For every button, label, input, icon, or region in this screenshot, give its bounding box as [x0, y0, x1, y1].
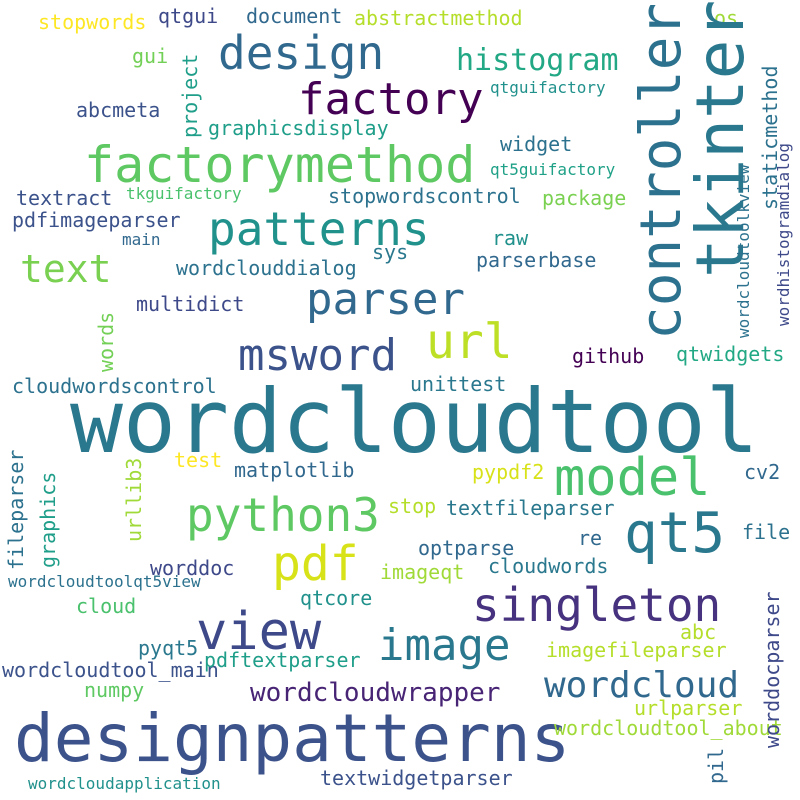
word-gui: gui — [132, 44, 169, 68]
word-view: view — [196, 602, 322, 662]
word-os: os — [714, 6, 739, 30]
word-wordcloudtool_about: wordcloudtool_about — [554, 716, 783, 740]
word-designpatterns: designpatterns — [14, 700, 571, 777]
word-text: text — [20, 247, 112, 291]
word-design: design — [218, 26, 385, 80]
word-patterns: patterns — [208, 202, 430, 256]
word-factory: factory — [298, 74, 484, 125]
word-stop: stop — [388, 494, 437, 518]
word-raw: raw — [492, 226, 529, 250]
word-textfileparser: textfileparser — [446, 496, 615, 520]
word-numpy: numpy — [84, 678, 145, 702]
word-package: package — [542, 186, 627, 210]
word-wordcloudtoolkview: wordcloudtoolkview — [734, 164, 753, 338]
word-imagefileparser: imagefileparser — [546, 638, 727, 662]
word-qt5guifactory: qt5guifactory — [490, 160, 616, 179]
word-url: url — [426, 314, 513, 370]
word-pil: pil — [704, 747, 728, 784]
word-qtgui: qtgui — [158, 4, 219, 28]
word-abstractmethod: abstractmethod — [354, 6, 523, 30]
word-cloudwordscontrol: cloudwordscontrol — [12, 374, 217, 398]
word-file: file — [742, 520, 791, 544]
word-pypdf2: pypdf2 — [472, 460, 545, 484]
word-singleton: singleton — [472, 578, 722, 632]
word-imageqt: imageqt — [380, 560, 465, 584]
word-urllib3: urllib3 — [122, 457, 146, 542]
word-textwidgetparser: textwidgetparser — [320, 766, 513, 790]
word-qtcore: qtcore — [300, 586, 373, 610]
word-wordcloud: wordcloud — [544, 665, 740, 706]
word-multidict: multidict — [136, 292, 245, 316]
word-qtwidgets: qtwidgets — [676, 342, 785, 366]
word-github: github — [572, 344, 645, 368]
word-model: model — [554, 448, 711, 508]
word-pyqt5: pyqt5 — [138, 636, 199, 660]
word-optparse: optparse — [418, 536, 515, 560]
word-fileparser: fileparser — [4, 449, 28, 570]
word-cloudwords: cloudwords — [488, 554, 609, 578]
word-wordhistogramdialog: wordhistogramdialog — [774, 142, 793, 326]
word-qt5: qt5 — [624, 501, 726, 566]
word-tkguifactory: tkguifactory — [126, 184, 242, 203]
word-stopwords: stopwords — [38, 10, 147, 34]
word-abcmeta: abcmeta — [76, 98, 161, 122]
word-graphics: graphics — [36, 471, 60, 568]
word-qtguifactory: qtguifactory — [490, 78, 606, 97]
word-parserbase: parserbase — [476, 248, 597, 272]
word-sys: sys — [372, 240, 409, 264]
word-words: words — [94, 311, 118, 372]
word-wordcloudwrapper: wordcloudwrapper — [250, 678, 501, 708]
word-image: image — [378, 620, 511, 671]
word-histogram: histogram — [456, 43, 619, 78]
word-wordcloudtool_main: wordcloudtool_main — [2, 658, 219, 682]
word-worddoc: worddoc — [150, 556, 235, 580]
word-urlparser: urlparser — [634, 696, 743, 720]
word-factorymethod: factorymethod — [84, 136, 476, 194]
word-worddocparser: worddocparser — [760, 591, 784, 748]
word-document: document — [246, 4, 343, 28]
word-test: test — [174, 448, 223, 472]
word-main: main — [122, 230, 161, 249]
word-stopwordscontrol: stopwordscontrol — [328, 184, 521, 208]
word-python3: python3 — [186, 488, 380, 542]
word-cloud: cloud — [76, 594, 137, 618]
word-cv2: cv2 — [744, 460, 781, 484]
word-wordcloudapplication: wordcloudapplication — [28, 774, 221, 793]
word-matplotlib: matplotlib — [234, 458, 355, 482]
word-parser: parser — [306, 274, 465, 325]
word-unittest: unittest — [410, 372, 507, 396]
word-pdf: pdf — [272, 536, 359, 592]
word-wordcloudtoolqt5view: wordcloudtoolqt5view — [8, 572, 201, 591]
word-pdftextparser: pdftextparser — [204, 648, 361, 672]
word-abc: abc — [680, 620, 717, 644]
word-graphicsdisplay: graphicsdisplay — [208, 116, 389, 140]
word-wordcloudtool: wordcloudtool — [70, 370, 759, 473]
word-widget: widget — [500, 132, 573, 156]
word-project: project — [178, 53, 202, 138]
word-pdfimageparser: pdfimageparser — [12, 208, 181, 232]
word-re: re — [578, 526, 603, 550]
word-msword: msword — [238, 330, 397, 381]
word-wordclouddialog: wordclouddialog — [176, 256, 357, 280]
word-textract: textract — [16, 186, 113, 210]
